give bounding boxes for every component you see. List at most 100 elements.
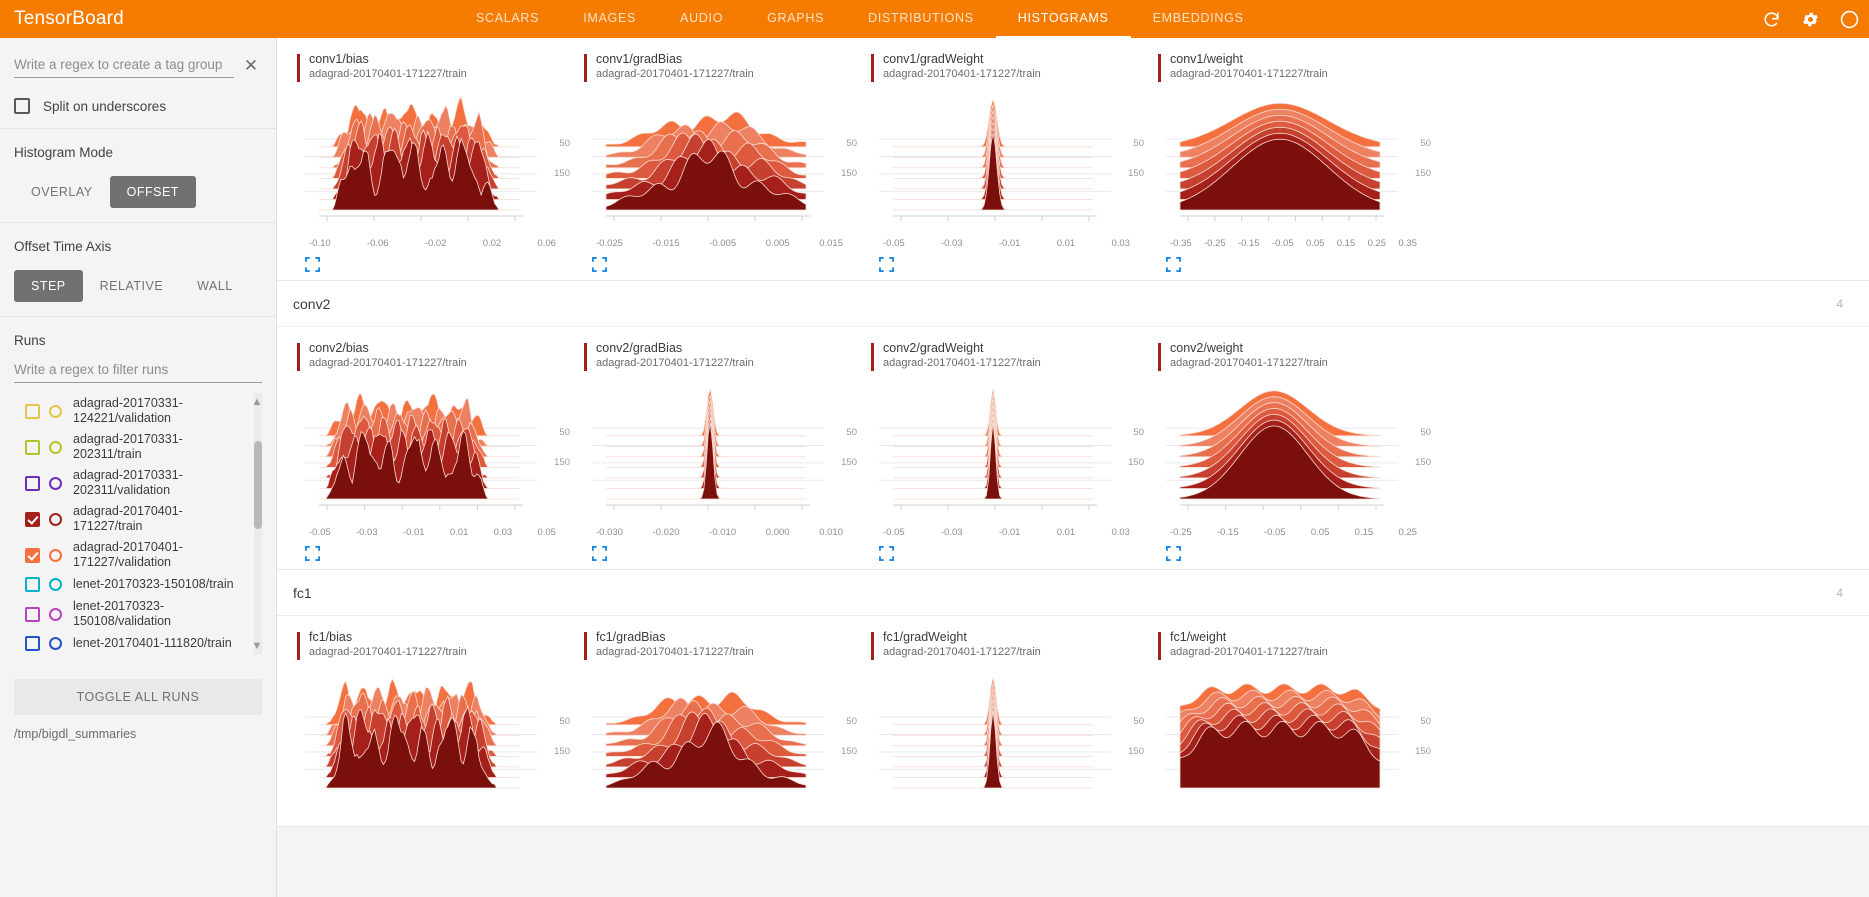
run-item[interactable]: adagrad-20170401-171227/train — [14, 501, 248, 537]
tab-distributions[interactable]: DISTRIBUTIONS — [868, 11, 974, 25]
plot-area[interactable]: 50 150 — [287, 668, 574, 818]
histogram-card[interactable]: conv1/gradWeight adagrad-20170401-171227/… — [861, 52, 1148, 272]
expand-icon[interactable] — [1166, 546, 1181, 561]
histogram-card[interactable]: fc1/gradBias adagrad-20170401-171227/trai… — [574, 630, 861, 818]
histogram-mode-overlay[interactable]: OVERLAY — [14, 176, 110, 208]
tab-graphs[interactable]: GRAPHS — [767, 11, 825, 25]
expand-icon[interactable] — [592, 546, 607, 561]
histogram-card[interactable]: conv1/gradBias adagrad-20170401-171227/tr… — [574, 52, 861, 272]
histogram-card[interactable]: fc1/gradWeight adagrad-20170401-171227/tr… — [861, 630, 1148, 818]
run-color-circle-icon[interactable] — [49, 512, 62, 526]
runs-scrollbar-thumb[interactable] — [254, 441, 262, 529]
tab-embeddings[interactable]: EMBEDDINGS — [1152, 11, 1244, 25]
split-on-underscores-checkbox[interactable] — [14, 98, 30, 114]
expand-icon[interactable] — [879, 257, 894, 272]
help-icon[interactable] — [1840, 10, 1859, 29]
run-item[interactable]: lenet-20170323-150108/validation — [14, 596, 248, 632]
plot-area[interactable]: 50 150 — [287, 90, 574, 240]
run-color-circle-icon[interactable] — [49, 607, 62, 621]
run-checkbox[interactable] — [25, 636, 40, 651]
histogram-plot[interactable] — [574, 90, 824, 228]
run-item[interactable]: adagrad-20170401-171227/validation — [14, 537, 248, 573]
run-color-circle-icon[interactable] — [49, 637, 62, 650]
expand-icon[interactable] — [305, 257, 320, 272]
gear-icon[interactable] — [1801, 10, 1820, 29]
histogram-mode-offset[interactable]: OFFSET — [109, 176, 196, 208]
histogram-plot[interactable] — [287, 90, 537, 228]
run-color-circle-icon[interactable] — [49, 440, 62, 454]
histogram-card[interactable]: conv2/weight adagrad-20170401-171227/trai… — [1148, 341, 1435, 561]
histogram-plot[interactable] — [287, 668, 537, 806]
histogram-plot[interactable] — [861, 90, 1111, 228]
plot-area[interactable]: 50 150 — [287, 379, 574, 529]
histogram-card[interactable]: conv1/bias adagrad-20170401-171227/train 5… — [287, 52, 574, 272]
histogram-plot[interactable] — [287, 379, 537, 517]
card-header: conv1/bias adagrad-20170401-171227/train — [287, 52, 574, 82]
plot-area[interactable]: 50 150 — [1148, 379, 1435, 529]
tab-scalars[interactable]: SCALARS — [475, 11, 540, 25]
chevron-down-icon[interactable]: ▼ — [251, 640, 263, 652]
run-checkbox[interactable] — [25, 403, 40, 419]
chevron-up-icon[interactable]: ▲ — [251, 396, 263, 408]
histogram-card[interactable]: fc1/weight adagrad-20170401-171227/train 5… — [1148, 630, 1435, 818]
tag-group-regex-input[interactable] — [14, 55, 234, 78]
run-checkbox[interactable] — [25, 439, 40, 455]
run-item[interactable]: adagrad-20170331-202311/train — [14, 429, 248, 465]
run-checkbox[interactable] — [25, 511, 40, 527]
run-item[interactable]: lenet-20170323-150108/train — [14, 573, 248, 596]
card-run-label: adagrad-20170401-171227/train — [883, 357, 1041, 369]
histogram-card[interactable]: conv2/bias adagrad-20170401-171227/train 5… — [287, 341, 574, 561]
run-checkbox[interactable] — [25, 547, 40, 563]
run-checkbox[interactable] — [25, 577, 40, 592]
run-color-circle-icon[interactable] — [49, 476, 62, 490]
plot-area[interactable]: 50 150 — [574, 379, 861, 529]
histogram-plot[interactable] — [574, 668, 824, 806]
histogram-plot[interactable] — [1148, 379, 1398, 517]
plot-area[interactable]: 50 150 — [574, 90, 861, 240]
expand-icon[interactable] — [305, 546, 320, 561]
offset-time-axis-step[interactable]: STEP — [14, 270, 83, 302]
histogram-card[interactable]: fc1/bias adagrad-20170401-171227/train 50 1… — [287, 630, 574, 818]
histogram-card[interactable]: conv2/gradBias adagrad-20170401-171227/tr… — [574, 341, 861, 561]
histogram-card[interactable]: conv1/weight adagrad-20170401-171227/trai… — [1148, 52, 1435, 272]
run-label: adagrad-20170401-171227/train — [73, 504, 183, 533]
histogram-card[interactable]: conv2/gradWeight adagrad-20170401-171227/… — [861, 341, 1148, 561]
clear-icon[interactable]: ✕ — [243, 55, 259, 75]
tab-images[interactable]: IMAGES — [583, 11, 637, 25]
histograms-main-panel[interactable]: conv1/bias adagrad-20170401-171227/train 5… — [277, 38, 1869, 897]
histogram-plot[interactable] — [1148, 90, 1398, 228]
y-axis-tick-label: 150 — [1415, 457, 1431, 468]
run-item[interactable]: adagrad-20170331-202311/validation — [14, 465, 248, 501]
run-item[interactable]: adagrad-20170331-124221/validation — [14, 393, 248, 429]
histogram-plot[interactable] — [861, 668, 1111, 806]
plot-area[interactable]: 50 150 — [1148, 90, 1435, 240]
run-color-circle-icon[interactable] — [49, 578, 62, 591]
run-color-circle-icon[interactable] — [49, 548, 62, 562]
toggle-all-runs-button[interactable]: TOGGLE ALL RUNS — [14, 679, 262, 715]
split-on-underscores-row[interactable]: Split on underscores — [14, 98, 262, 114]
offset-time-axis-relative[interactable]: RELATIVE — [83, 270, 181, 302]
plot-area[interactable]: 50 150 — [861, 379, 1148, 529]
expand-icon[interactable] — [1166, 257, 1181, 272]
tab-audio[interactable]: AUDIO — [680, 11, 724, 25]
run-checkbox[interactable] — [25, 475, 40, 491]
histogram-plot[interactable] — [1148, 668, 1398, 806]
plot-area[interactable]: 50 150 — [1148, 668, 1435, 818]
plot-area[interactable]: 50 150 — [861, 668, 1148, 818]
tag-group-header[interactable]: fc1 4 — [277, 570, 1869, 616]
runs-filter-input[interactable] — [14, 360, 262, 383]
expand-icon[interactable] — [879, 546, 894, 561]
plot-area[interactable]: 50 150 — [574, 668, 861, 818]
run-checkbox[interactable] — [25, 606, 40, 622]
histogram-plot[interactable] — [574, 379, 824, 517]
histogram-plot[interactable] — [861, 379, 1111, 517]
offset-time-axis-wall[interactable]: WALL — [180, 270, 250, 302]
run-item[interactable]: lenet-20170401-111820/train — [14, 632, 248, 655]
tab-histograms[interactable]: HISTOGRAMS — [995, 0, 1131, 38]
tag-group-header[interactable]: conv2 4 — [277, 281, 1869, 327]
refresh-icon[interactable] — [1762, 10, 1781, 29]
expand-icon[interactable] — [592, 257, 607, 272]
run-color-circle-icon[interactable] — [49, 404, 62, 418]
plot-area[interactable]: 50 150 — [861, 90, 1148, 240]
runs-scrollbar[interactable]: ▲ ▼ — [252, 393, 262, 655]
